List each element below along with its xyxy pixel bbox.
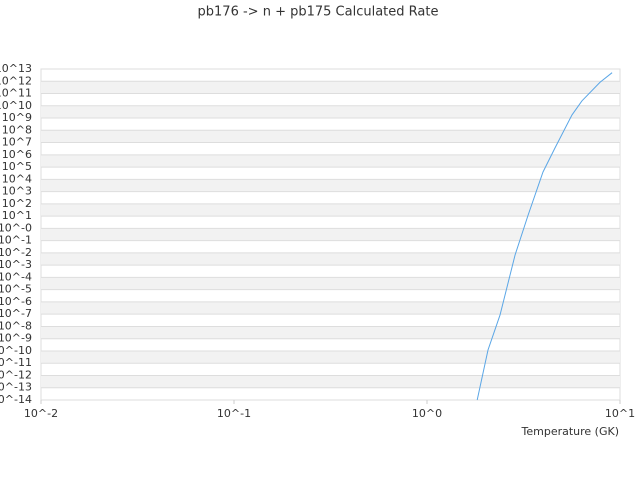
grid-band <box>41 228 620 241</box>
y-tick-label: 10^5 <box>2 160 32 173</box>
grid-band <box>41 130 620 143</box>
y-tick-label: 10^1 <box>2 209 32 222</box>
grid-band <box>41 81 620 94</box>
y-tick-label: 10^7 <box>2 136 32 149</box>
y-tick-label: 10^2 <box>2 197 32 210</box>
y-tick-label: 10^8 <box>2 123 32 136</box>
y-tick-label: 10^6 <box>2 148 32 161</box>
chart-title: pb176 -> n + pb175 Calculated Rate <box>198 5 439 20</box>
grid-band <box>41 252 620 266</box>
line <box>476 72 613 401</box>
y-tick-label: 10^-2 <box>0 246 32 259</box>
grid-band <box>41 301 620 315</box>
y-tick-label: 10^9 <box>2 111 32 124</box>
x-tick-label: 10^-2 <box>24 407 58 420</box>
y-tick-label: 10^3 <box>2 185 32 198</box>
x-tick-label: 10^1 <box>605 407 635 420</box>
y-tick-label: 10^-14 <box>0 393 32 406</box>
x-axis-label: Temperature (GK) <box>521 425 620 438</box>
y-tick-label: 10^-0 <box>0 221 32 234</box>
y-tick-label: 10^-9 <box>0 332 32 345</box>
x-tick-label: 10^0 <box>412 407 442 420</box>
y-tick-label: 10^-10 <box>0 344 32 357</box>
y-tick-label: 10^10 <box>0 99 32 112</box>
grid-band <box>41 179 620 192</box>
y-tick-label: 10^-11 <box>0 356 32 369</box>
y-tick-label: 10^-7 <box>0 307 32 320</box>
y-tick-label: 10^-8 <box>0 319 32 332</box>
y-tick-label: 10^-4 <box>0 270 32 283</box>
y-tick-label: 10^-13 <box>0 381 32 394</box>
y-tick-label: 10^13 <box>0 62 32 75</box>
grid-band <box>41 350 620 364</box>
y-tick-label: 10^-5 <box>0 283 32 296</box>
grid-band <box>41 375 620 388</box>
y-tick-label: 10^-1 <box>0 234 32 247</box>
grid-band <box>41 326 620 339</box>
x-tick-label: 10^-1 <box>217 407 251 420</box>
grid-band <box>41 154 620 168</box>
y-tick-label: 10^4 <box>2 172 32 185</box>
grid-band <box>41 105 620 119</box>
y-tick-label: 10^12 <box>0 74 32 87</box>
y-tick-label: 10^-12 <box>0 368 32 381</box>
y-tick-label: 10^-6 <box>0 295 32 308</box>
grid-band <box>41 203 620 217</box>
grid-band <box>41 277 620 290</box>
y-tick-label: 10^-3 <box>0 258 32 271</box>
y-tick-label: 10^11 <box>0 87 32 100</box>
